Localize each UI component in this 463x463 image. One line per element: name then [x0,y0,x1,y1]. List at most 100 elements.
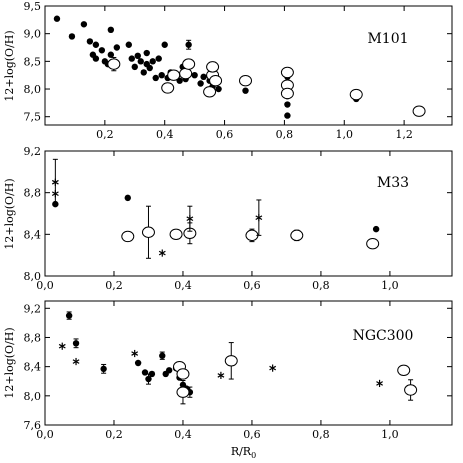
asterisk-stroke [269,365,277,371]
data-point-filled [128,55,135,62]
asterisk-stroke [51,179,59,185]
data-point-filled [165,367,173,374]
data-point-open [224,355,238,367]
y-tick-label: 8,0 [24,83,42,96]
data-point-filled [113,44,121,51]
panel-ngc300: 0,0 0,2 0,4 0,6 0,8 1,0 7,6 8,0 8,4 8,8 9,2 12+log(… [3,300,453,460]
data-point-filled [124,194,131,202]
data-point-open [404,384,418,396]
data-point-asterisk [376,379,383,388]
data-point-asterisk [217,371,225,379]
data-point-filled [137,58,144,65]
y-tick-label: 8,5 [24,55,42,68]
data-point-open [176,386,190,398]
x-tick-label: 0,2 [96,128,114,141]
data-point-open [169,228,183,241]
data-point-filled [86,38,94,45]
data-point-filled [140,69,147,76]
data-point-open [349,88,363,101]
data-point-filled [100,365,107,373]
data-point-open [239,75,253,87]
y-tick-label: 8,4 [24,228,42,241]
plot-frame [44,5,453,126]
data-point-filled [284,101,291,108]
data-point-filled [134,52,141,60]
data-point-open [107,58,121,70]
x-tick-label: 0,8 [276,128,294,141]
data-point-filled [152,74,159,82]
data-point-asterisk [269,364,277,372]
data-point-asterisk [51,190,59,198]
data-point-asterisk [186,215,194,223]
data-point-filled [80,21,88,28]
panels: 0,2 0,4 0,6 0,8 1,0 1,2 7,5 8,0 8,5 9,0 9,5 12+log(… [3,0,453,460]
data-point-open [209,75,223,87]
data-point-filled [107,26,115,33]
data-point-asterisk [51,178,59,186]
x-axis-label: R/R0 [231,445,256,460]
data-point-filled [155,55,162,62]
data-point-filled [107,51,115,58]
data-point-filled [125,41,132,48]
asterisk-stroke [51,191,59,197]
y-tick-label: 7,5 [24,111,42,124]
data-point-filled [149,58,156,65]
data-point-filled [161,41,168,48]
y-tick-label: 9,5 [24,0,42,13]
data-point-open [182,58,196,70]
data-point-filled [148,370,156,378]
x-tick-label: 1,0 [381,279,399,292]
data-point-open [179,67,193,80]
data-point-filled [185,41,192,48]
plot-frame [44,300,453,426]
y-tick-label: 9,0 [24,28,42,41]
panel-label: NGC300 [353,328,414,344]
data-point-filled [146,64,153,72]
data-point-open [397,364,411,376]
data-point-filled [92,55,100,62]
data-point-asterisk [158,249,166,257]
x-tick-label: 0,4 [156,128,174,141]
asterisk-stroke [131,351,139,356]
x-tick-label: 0,4 [174,279,192,292]
data-point-open [203,86,217,98]
data-point-filled [191,71,198,79]
x-tick-label: 0,4 [174,428,192,441]
data-point-asterisk [58,342,66,350]
data-point-filled [158,71,165,79]
asterisk-stroke [217,373,225,378]
data-point-filled [65,312,73,319]
data-point-asterisk [72,357,80,366]
x-tick-label: 0,8 [312,279,330,292]
data-point-open [206,61,220,73]
data-point-open [290,229,304,242]
y-tick-label: 8,0 [24,390,42,403]
asterisk-stroke [376,381,383,386]
data-point-open [176,368,190,380]
y-tick-label: 9,2 [24,302,42,315]
x-tick-label: 1,0 [381,428,399,441]
x-tick-label: 0,6 [243,279,261,292]
data-point-filled [197,80,204,87]
x-tick-label: 1,2 [395,128,413,141]
data-point-filled [372,225,380,233]
data-point-filled [143,49,150,57]
data-point-filled [242,87,249,94]
x-tick-label: 0,6 [243,428,261,441]
y-tick-label: 7,6 [24,419,42,432]
data-point-filled [72,340,80,347]
data-point-asterisk [131,349,139,358]
data-point-open [167,69,181,81]
data-point-open [161,82,175,94]
x-tick-label: 0,8 [312,428,330,441]
data-point-open [280,87,294,100]
data-point-filled [200,73,207,81]
y-tick-label: 8,8 [24,331,42,344]
data-point-filled [159,352,166,359]
data-point-filled [98,47,106,54]
data-point-open [412,105,426,117]
data-point-open [245,229,259,242]
data-point-filled [92,41,100,48]
